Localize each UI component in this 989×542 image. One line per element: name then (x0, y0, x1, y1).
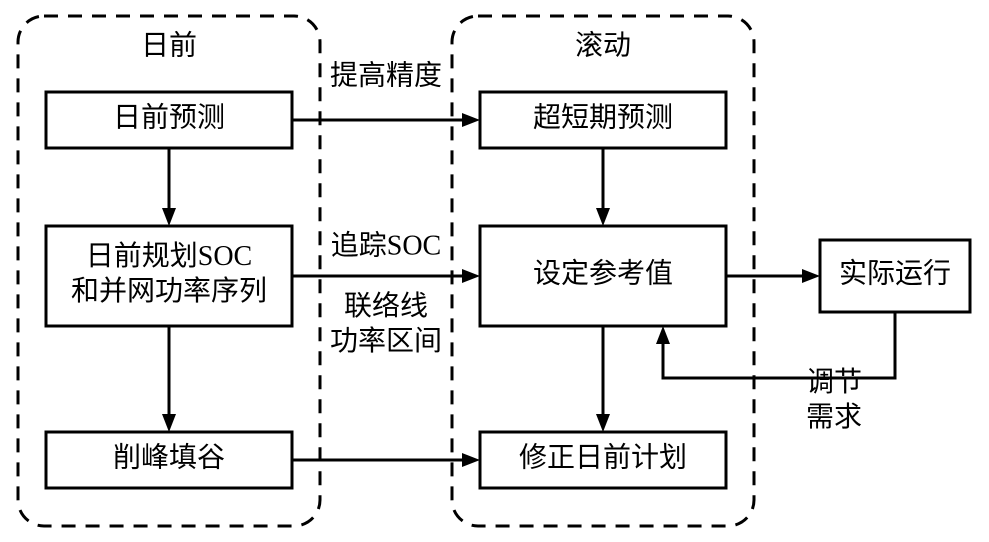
svg-text:功率区间: 功率区间 (330, 325, 442, 357)
svg-text:削峰填谷: 削峰填谷 (113, 441, 225, 473)
svg-text:提高精度: 提高精度 (330, 59, 442, 91)
svg-text:实际运行: 实际运行 (839, 257, 951, 289)
svg-text:日前预测: 日前预测 (113, 101, 225, 133)
svg-text:修正日前计划: 修正日前计划 (519, 441, 687, 473)
svg-text:调节: 调节 (806, 366, 862, 398)
svg-text:超短期预测: 超短期预测 (533, 101, 673, 133)
svg-text:和并网功率序列: 和并网功率序列 (71, 275, 267, 307)
svg-text:联络线: 联络线 (344, 290, 428, 322)
svg-text:日前规划SOC: 日前规划SOC (86, 240, 252, 272)
svg-text:日前: 日前 (141, 29, 197, 61)
svg-text:需求: 需求 (806, 401, 862, 433)
svg-text:设定参考值: 设定参考值 (533, 257, 673, 289)
svg-text:追踪SOC: 追踪SOC (331, 229, 441, 261)
svg-text:滚动: 滚动 (575, 29, 631, 61)
